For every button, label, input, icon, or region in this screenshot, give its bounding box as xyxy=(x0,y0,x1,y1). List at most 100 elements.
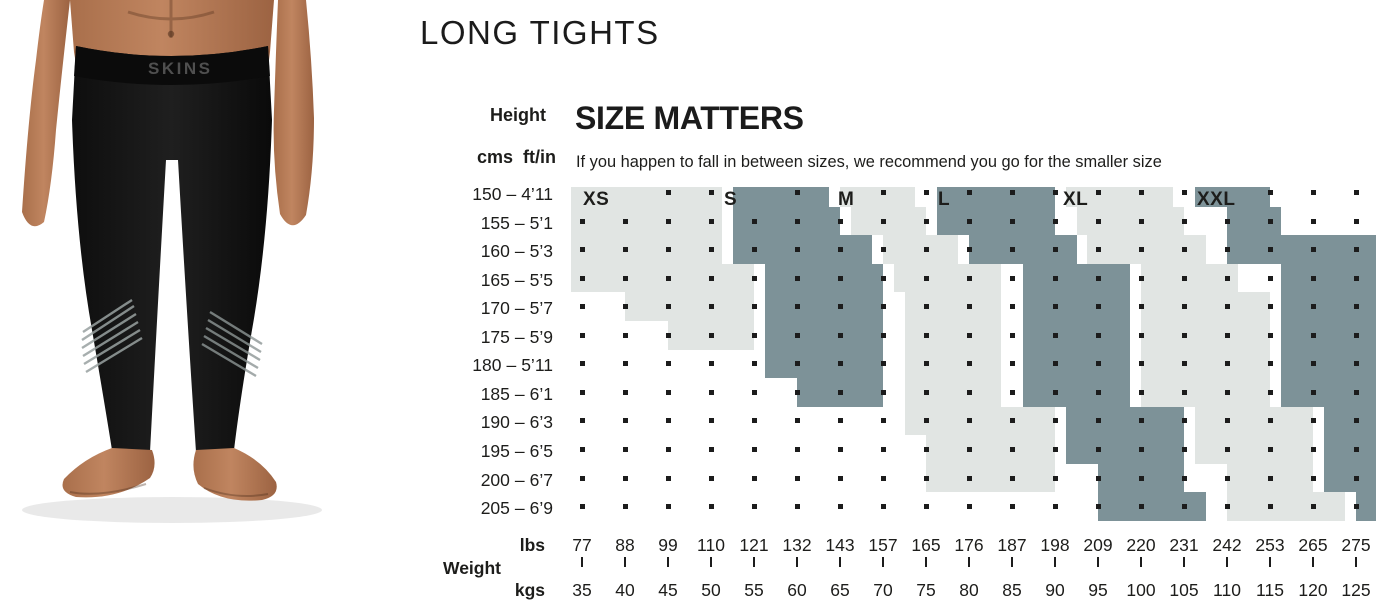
size-label-xl: XL xyxy=(1063,189,1089,210)
size-label-s: S xyxy=(724,189,738,210)
grid-dot xyxy=(837,475,843,481)
weight-lbs-value: 176 xyxy=(954,535,984,555)
size-band-l xyxy=(1065,406,1184,436)
height-row: 185–6’1 xyxy=(430,383,553,405)
height-row: 205–6’9 xyxy=(430,498,553,520)
grid-dot xyxy=(1181,190,1187,195)
grid-dot xyxy=(794,418,800,424)
grid-dot xyxy=(1052,504,1058,510)
weight-kgs-value: 100 xyxy=(1126,580,1156,600)
size-band-xxl xyxy=(1194,187,1270,207)
grid-dot xyxy=(1353,247,1359,253)
size-band-xl xyxy=(1194,435,1313,464)
grid-dot xyxy=(966,275,972,281)
grid-dot xyxy=(1138,332,1144,338)
size-band-xxl xyxy=(1323,463,1376,493)
grid-dot xyxy=(880,190,886,195)
weight-lbs-value: 157 xyxy=(868,535,898,555)
weight-kgs-value: 105 xyxy=(1169,580,1199,600)
grid-dot xyxy=(966,190,972,195)
grid-dot xyxy=(923,418,929,424)
grid-dot xyxy=(665,504,671,510)
grid-dot xyxy=(1353,218,1359,224)
grid-dot xyxy=(1009,332,1015,338)
grid-dot xyxy=(966,389,972,395)
grid-dot xyxy=(1267,361,1273,367)
size-band-xl xyxy=(1065,187,1174,207)
size-label-xxl: XXL xyxy=(1197,189,1236,210)
grid-dot xyxy=(1181,361,1187,367)
weight-tick xyxy=(1226,557,1228,567)
weight-tick xyxy=(796,557,798,567)
grid-dot xyxy=(708,247,714,253)
grid-dot xyxy=(1009,190,1015,195)
height-axis-label: Height xyxy=(490,105,546,125)
grid-dot xyxy=(1052,332,1058,338)
grid-dot xyxy=(622,418,628,424)
grid-dot xyxy=(1052,218,1058,224)
grid-dot xyxy=(1095,190,1101,195)
grid-dot xyxy=(1009,418,1015,424)
grid-dot xyxy=(837,446,843,452)
size-band-xl xyxy=(1194,406,1313,436)
grid-dot xyxy=(751,218,757,224)
grid-dot xyxy=(665,418,671,424)
grid-dot xyxy=(1310,389,1316,395)
grid-dot xyxy=(794,446,800,452)
grid-dot xyxy=(837,332,843,338)
weight-lbs-value: 165 xyxy=(911,535,941,555)
grid-dot xyxy=(923,361,929,367)
model-right-foot xyxy=(193,448,277,501)
grid-dot xyxy=(1224,389,1230,395)
weight-kgs-value: 110 xyxy=(1213,580,1241,600)
grid-dot xyxy=(1052,418,1058,424)
grid-dot xyxy=(880,332,886,338)
grid-dot xyxy=(1181,332,1187,338)
range-dash: – xyxy=(514,412,525,433)
grid-dot xyxy=(1052,304,1058,310)
size-band-xxl xyxy=(1280,320,1376,350)
size-band-m xyxy=(893,263,1002,293)
height-ftin-value: 5’9 xyxy=(529,326,553,347)
grid-dot xyxy=(1353,190,1359,195)
grid-dot xyxy=(751,361,757,367)
weight-kgs-value: 60 xyxy=(787,580,807,600)
size-band-xs xyxy=(571,187,722,207)
grid-dot xyxy=(1267,475,1273,481)
weight-tick xyxy=(1183,557,1185,567)
grid-dot xyxy=(751,504,757,510)
grid-dot xyxy=(1181,475,1187,481)
weight-tick xyxy=(1312,557,1314,567)
grid-dot xyxy=(579,247,585,253)
grid-dot xyxy=(966,332,972,338)
range-dash: – xyxy=(514,212,525,233)
grid-dot xyxy=(579,275,585,281)
grid-dot xyxy=(751,475,757,481)
grid-dot xyxy=(622,218,628,224)
size-band-xxl xyxy=(1280,349,1376,379)
size-band-l xyxy=(1022,320,1131,350)
grid-dot xyxy=(966,218,972,224)
weight-kgs-value: 125 xyxy=(1341,580,1371,600)
size-band-m xyxy=(904,292,1002,321)
weight-lbs-value: 209 xyxy=(1083,535,1113,555)
grid-dot xyxy=(794,247,800,253)
grid-dot xyxy=(1138,418,1144,424)
grid-dot xyxy=(1009,247,1015,253)
size-band-xxl xyxy=(1280,378,1376,407)
weight-kgs-value: 120 xyxy=(1298,580,1328,600)
height-cms-value: 180 xyxy=(472,355,502,376)
height-row: 195–6’5 xyxy=(430,440,553,462)
height-row: 190–6’3 xyxy=(430,412,553,434)
grid-dot xyxy=(1095,446,1101,452)
size-band-s xyxy=(764,263,883,293)
grid-dot xyxy=(1181,446,1187,452)
weight-lbs-value: 220 xyxy=(1126,535,1156,555)
grid-dot xyxy=(923,446,929,452)
grid-dot xyxy=(794,475,800,481)
range-dash: – xyxy=(506,355,517,376)
size-band-xl xyxy=(1141,349,1270,379)
grid-dot xyxy=(1267,275,1273,281)
grid-dot xyxy=(837,218,843,224)
grid-dot xyxy=(794,218,800,224)
